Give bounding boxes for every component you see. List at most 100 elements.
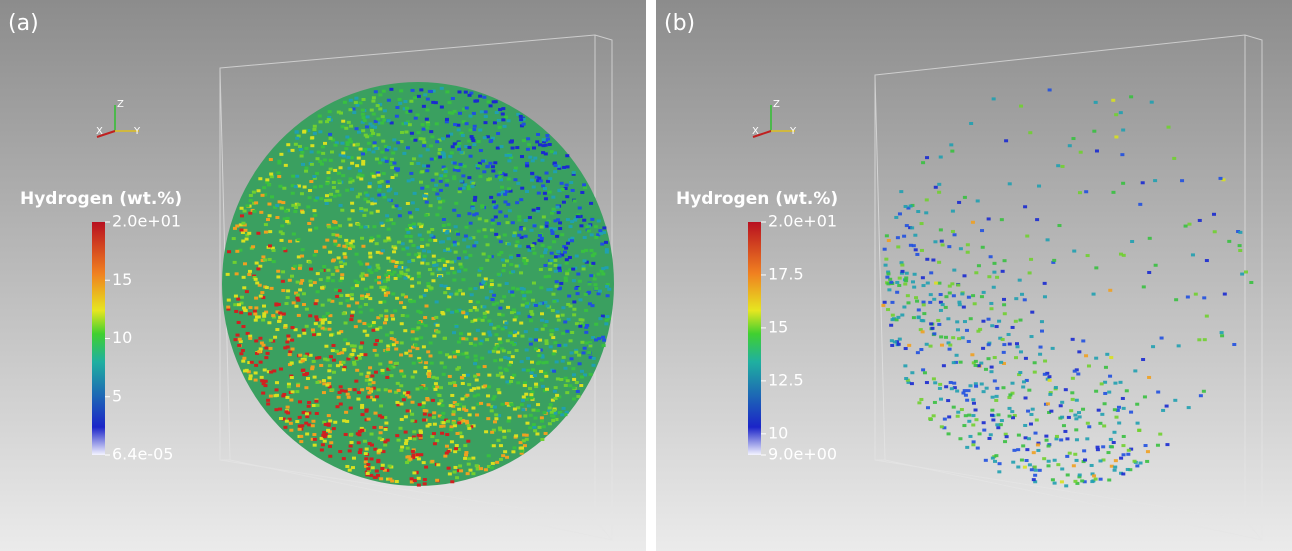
voxel (605, 315, 609, 318)
voxel (939, 156, 943, 159)
voxel (313, 376, 317, 379)
voxel (532, 185, 536, 188)
voxel (496, 374, 500, 377)
voxel (1078, 474, 1082, 477)
voxel (1184, 225, 1188, 228)
voxel (450, 394, 454, 397)
voxel (940, 344, 944, 347)
voxel (402, 152, 406, 155)
voxel (535, 432, 539, 435)
voxel (397, 241, 401, 244)
voxel (470, 293, 474, 296)
voxel (522, 408, 526, 411)
voxel (1008, 415, 1012, 418)
voxel (971, 398, 975, 401)
voxel (534, 304, 538, 307)
voxel (254, 339, 258, 342)
voxel (294, 305, 298, 308)
voxel (1025, 459, 1029, 462)
voxel (1199, 394, 1203, 397)
voxel (339, 204, 343, 207)
voxel (243, 262, 247, 265)
voxel (1060, 401, 1064, 404)
voxel (315, 357, 319, 360)
voxel (415, 337, 419, 340)
voxel (362, 98, 366, 101)
voxel (1213, 230, 1217, 233)
voxel (538, 143, 542, 146)
voxel (539, 268, 543, 271)
voxel (571, 268, 575, 271)
voxel (992, 286, 996, 289)
voxel (516, 288, 520, 291)
voxel (553, 228, 557, 231)
voxel (561, 314, 565, 317)
voxel (575, 381, 579, 384)
voxel (257, 315, 261, 318)
voxel (1072, 250, 1076, 253)
voxel (347, 396, 351, 399)
voxel (548, 191, 552, 194)
voxel (375, 354, 379, 357)
voxel (464, 226, 468, 229)
voxel (376, 104, 380, 107)
voxel (302, 332, 306, 335)
voxel (452, 351, 456, 354)
voxel (1008, 393, 1012, 396)
voxel (1077, 350, 1081, 353)
voxel (602, 226, 606, 229)
voxel (1039, 346, 1043, 349)
voxel (411, 376, 415, 379)
voxel (384, 422, 388, 425)
voxel (277, 320, 281, 323)
voxel (915, 253, 919, 256)
voxel (385, 160, 389, 163)
voxel (982, 421, 986, 424)
voxel (334, 243, 338, 246)
voxel (450, 311, 454, 314)
voxel (489, 290, 493, 293)
voxel (1071, 377, 1075, 380)
voxel (388, 465, 392, 468)
voxel (1065, 455, 1069, 458)
voxel (1212, 213, 1216, 216)
voxel (435, 377, 439, 380)
voxel (561, 306, 565, 309)
voxel (442, 421, 446, 424)
voxel (1035, 418, 1039, 421)
voxel (498, 210, 502, 213)
voxel (269, 371, 273, 374)
voxel (1114, 113, 1118, 116)
voxel (412, 225, 416, 228)
voxel (507, 429, 511, 432)
voxel (308, 314, 312, 317)
voxel (470, 185, 474, 188)
voxel (455, 476, 459, 479)
voxel (951, 210, 955, 213)
voxel (313, 214, 317, 217)
voxel (572, 313, 576, 316)
voxel (1092, 130, 1096, 133)
voxel (352, 457, 356, 460)
voxel (1064, 484, 1068, 487)
voxel (375, 339, 379, 342)
voxel (503, 125, 507, 128)
voxel (541, 328, 545, 331)
voxel (369, 378, 373, 381)
voxel (1002, 351, 1006, 354)
voxel (555, 310, 559, 313)
voxel (928, 417, 932, 420)
voxel (554, 255, 558, 258)
voxel (494, 333, 498, 336)
voxel (506, 306, 510, 309)
voxel (344, 433, 348, 436)
voxel (395, 261, 399, 264)
voxel (386, 180, 390, 183)
voxel (564, 384, 568, 387)
voxel (1081, 408, 1085, 411)
voxel (524, 235, 528, 238)
voxel (349, 244, 353, 247)
voxel (543, 324, 547, 327)
voxel (446, 420, 450, 423)
voxel (548, 177, 552, 180)
